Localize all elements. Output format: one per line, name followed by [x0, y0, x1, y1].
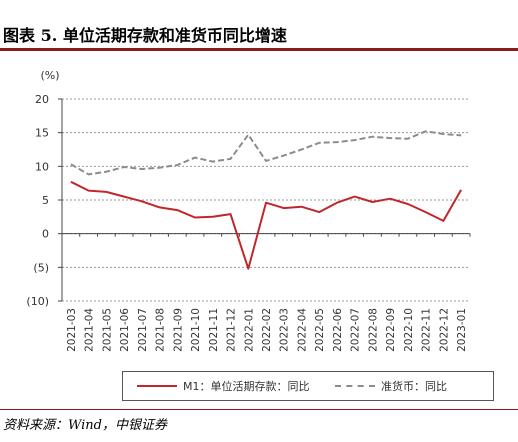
legend-swatch-quasi-money [335, 385, 375, 387]
y-tick-label: (10) [26, 295, 49, 308]
legend-item-m1: M1：单位活期存款：同比 [137, 372, 310, 400]
x-tick-label: 2022-08 [367, 308, 379, 352]
y-axis-unit-label: (%) [40, 69, 59, 82]
x-tick-label: 2022-12 [438, 308, 450, 352]
x-tick-label: 2021-07 [137, 308, 149, 352]
y-axis: 20 15 10 5 0 (5) (10) [26, 93, 63, 308]
x-tick-label: 2022-11 [421, 308, 433, 352]
x-tick-label: 2022-04 [296, 308, 308, 352]
x-tick-label: 2021-11 [208, 308, 220, 352]
x-tick-label: 2021-03 [66, 308, 78, 352]
grid-lines [62, 98, 470, 302]
page-title: 图表 5. 单位活期存款和准货币同比增速 [3, 26, 287, 45]
x-tick-label: 2022-02 [261, 308, 273, 352]
series-layer [70, 130, 462, 270]
y-tick-label: 0 [42, 228, 49, 241]
x-tick-label: 2022-03 [279, 308, 291, 352]
x-tick-label: 2021-09 [172, 308, 184, 352]
legend-item-quasi-money: 准货币：同比 [335, 372, 447, 400]
x-tick-label: 2021-04 [84, 308, 96, 352]
x-tick-label: 2021-10 [190, 308, 202, 352]
legend: M1：单位活期存款：同比 准货币：同比 [122, 371, 494, 401]
x-tick-label: 2022-10 [403, 308, 415, 352]
series-line-quasi-money [70, 130, 462, 176]
title-divider [0, 48, 518, 51]
x-tick-label: 2022-06 [332, 308, 344, 352]
series-line-m1 [70, 180, 462, 270]
y-tick-label: 10 [35, 160, 49, 173]
legend-swatch-m1 [137, 385, 177, 387]
x-tick-label: 2022-09 [385, 308, 397, 352]
x-tick-label: 2021-12 [226, 308, 238, 352]
x-tick-label: 2023-01 [456, 308, 468, 352]
x-tick-label: 2022-07 [350, 308, 362, 352]
x-tick-label: 2021-06 [119, 308, 131, 352]
legend-label-m1: M1：单位活期存款：同比 [183, 380, 310, 393]
x-tick-label: 2021-08 [155, 308, 167, 352]
x-tick-label: 2022-01 [243, 308, 255, 352]
y-tick-label: (5) [33, 261, 49, 274]
x-axis: 2021-03 2021-04 2021-05 2021-06 2021-07 2021-… [62, 233, 471, 352]
y-tick-label: 20 [35, 93, 49, 106]
source-divider [0, 409, 518, 410]
legend-label-quasi-money: 准货币：同比 [381, 380, 447, 393]
x-tick-label: 2021-05 [101, 308, 113, 352]
y-tick-label: 15 [35, 127, 49, 140]
x-tick-label: 2022-05 [314, 308, 326, 352]
source-note: 资料来源：Wind，中银证券 [3, 418, 167, 433]
y-tick-label: 5 [42, 194, 49, 207]
